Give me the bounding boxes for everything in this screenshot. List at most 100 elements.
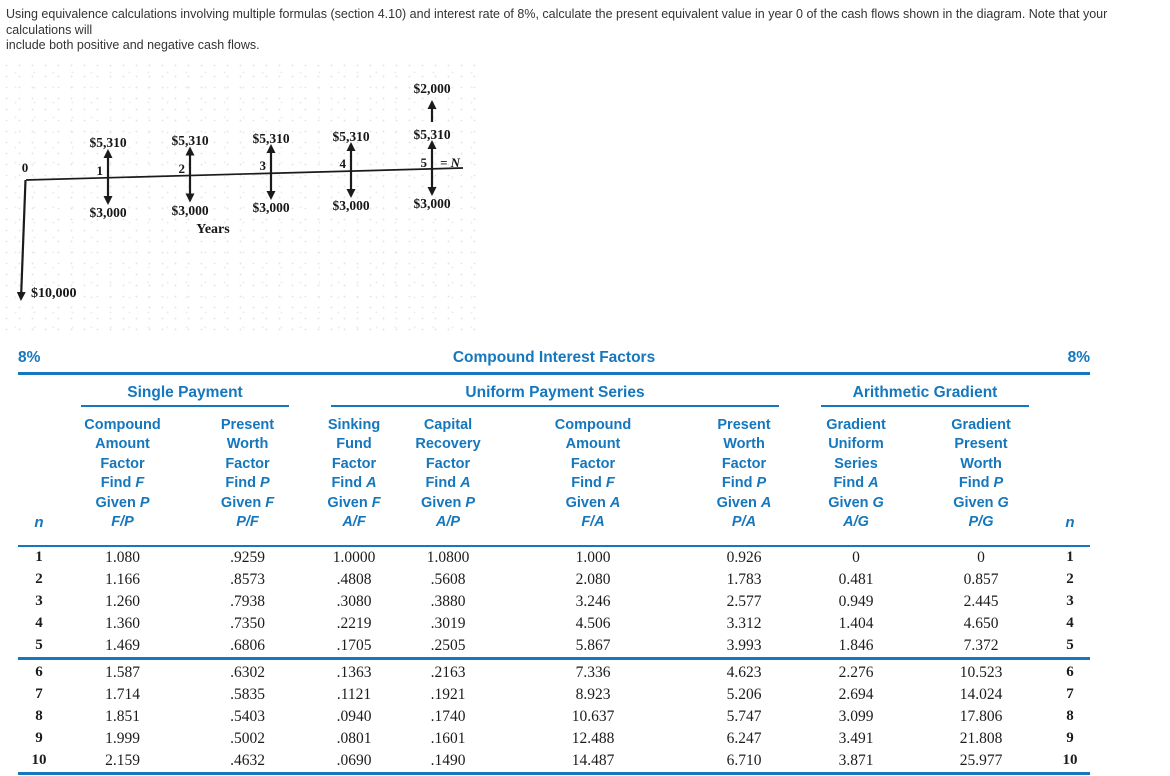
- column-ratio: A/F: [342, 514, 366, 530]
- factor-value: 1.080: [105, 548, 140, 566]
- factor-value: .3880: [430, 592, 466, 610]
- n-value: 6: [18, 656, 60, 684]
- factor-value: .2505: [430, 636, 466, 654]
- given-symbol: G: [997, 494, 1009, 511]
- column-title-line: Compound: [554, 416, 632, 433]
- factor-value: 10.637: [571, 707, 615, 725]
- find-symbol: P: [756, 475, 767, 491]
- scanned-paper-texture: [0, 59, 478, 332]
- factor-value: 25.977: [912, 749, 1050, 775]
- find-word: Find: [833, 475, 865, 491]
- column-title-line: Amount: [565, 436, 621, 452]
- find-symbol: F: [605, 475, 615, 491]
- factor-row: 4 1.360 .7350 .2219 .3019 4.506 3.312 1.404 4.65…: [18, 613, 1090, 635]
- find-symbol: F: [135, 475, 145, 491]
- factor-value: 3.099: [838, 707, 874, 725]
- year-label-3: 3: [260, 158, 267, 173]
- factor-value: 2.276: [800, 656, 912, 684]
- n-value: 8: [35, 708, 43, 724]
- table-title-cell: 8% Compound Interest Factors 8%: [18, 344, 1091, 375]
- factor-row: 9 1.999 .5002 .0801 .1601 12.488 6.247 3.491 21.…: [18, 728, 1090, 750]
- factor-value: .5002: [230, 729, 265, 747]
- column-find-line: Find F: [498, 474, 688, 494]
- problem-statement: Using equivalence calculations involving…: [0, 0, 1170, 54]
- column-find-line: Find P: [912, 474, 1050, 494]
- column-title-line: Gradient: [826, 416, 886, 433]
- column-find-line: Find A: [310, 474, 398, 494]
- group-label: Uniform Payment Series: [465, 383, 645, 401]
- factor-value: 1.0800: [426, 548, 470, 566]
- factor-value: 1.260: [105, 592, 140, 610]
- cash-flow-diagram-area: $2,000 $5,310 $5,310 $5,310 $5,310 $5,31…: [0, 54, 1170, 345]
- factor-row: 7 1.714 .5835 .1121 .1921 8.923 5.206 2.694 14.0…: [18, 684, 1090, 706]
- factor-value: .9259: [230, 548, 265, 566]
- given-word: Given: [828, 494, 869, 511]
- factor-value: 1.000: [575, 548, 611, 566]
- column-title-line: Factor: [331, 455, 377, 472]
- n-value: 3: [1066, 593, 1074, 609]
- column-find-line: Find A: [398, 474, 498, 494]
- factor-value: 5.747: [726, 707, 762, 725]
- column-header-ag: Gradient Uniform Series Find A Given G A/G: [800, 407, 912, 547]
- n-value: 7: [1066, 686, 1074, 702]
- factor-value: 3.246: [575, 592, 611, 610]
- factor-value: 1.360: [105, 614, 140, 632]
- receipt-label: $5,310: [171, 133, 208, 148]
- factor-value: 2.577: [726, 592, 762, 610]
- column-given-line: Given F: [310, 494, 398, 514]
- timeline: [25, 166, 464, 181]
- factor-value: 1.714: [105, 685, 140, 703]
- column-header-fa: Compound Amount Factor Find F Given A F/A: [498, 407, 688, 547]
- given-word: Given: [565, 494, 606, 511]
- given-word: Given: [953, 494, 994, 511]
- column-title-line: Worth: [960, 455, 1002, 472]
- year-label-5: 5: [421, 155, 428, 170]
- disbursement-label: $3,000: [89, 205, 126, 220]
- cash-flow-diagram: $2,000 $5,310 $5,310 $5,310 $5,310 $5,31…: [16, 81, 464, 301]
- factor-value: .5608: [430, 570, 466, 588]
- factor-row: 5 1.469 .6806 .1705 .2505 5.867 3.993 1.846 7.37…: [18, 635, 1090, 659]
- column-title-line: Sinking: [327, 416, 381, 433]
- n-equals-label: = N: [440, 155, 461, 170]
- column-header-pa: Present Worth Factor Find P Given A P/A: [688, 407, 800, 547]
- spacer-cell: [1050, 373, 1090, 408]
- column-ratio: P/G: [968, 514, 994, 530]
- n-value: 9: [35, 730, 43, 746]
- factor-value: 4.650: [963, 614, 999, 632]
- column-header-row: n Compound Amount Factor Find F Given P F/…: [18, 407, 1091, 547]
- find-word: Find: [571, 475, 602, 491]
- factor-value: .7938: [230, 592, 265, 610]
- factor-value: 7.372: [963, 636, 999, 654]
- years-axis-label: Years: [196, 222, 230, 237]
- factor-value: 3.871: [800, 749, 912, 775]
- find-symbol: A: [366, 475, 377, 491]
- column-title-line: Compound: [84, 416, 161, 433]
- find-symbol: P: [259, 475, 270, 491]
- factor-row: 8 1.851 .5403 .0940 .1740 10.637 5.747 3.099 17.…: [18, 706, 1090, 728]
- factor-value: 14.024: [959, 685, 1003, 703]
- year-label-4: 4: [340, 156, 347, 171]
- column-given-line: Given P: [60, 494, 185, 514]
- n-value: 4: [35, 615, 43, 631]
- factor-value: 17.806: [959, 707, 1003, 725]
- factor-value: 0: [852, 548, 860, 566]
- n-column-header-right: n: [1050, 407, 1091, 547]
- receipt-label: $5,310: [252, 131, 289, 146]
- n-value: 5: [35, 637, 43, 653]
- factor-value: 2.694: [838, 685, 874, 703]
- factor-row: 10 2.159.4632.0690.1490 14.487 6.710 3.871 25…: [18, 749, 1091, 775]
- given-word: Given: [95, 494, 136, 511]
- column-given-line: Given G: [800, 494, 912, 514]
- factor-value: 1.469: [105, 636, 140, 654]
- n-value: 1: [1066, 549, 1074, 565]
- column-title-line: Factor: [425, 455, 471, 472]
- year-label-2: 2: [179, 161, 186, 176]
- rate-left: 8%: [18, 348, 41, 366]
- compound-interest-factors-table: 8% Compound Interest Factors 8% Single P…: [18, 344, 1091, 775]
- column-title-line: Uniform: [828, 436, 884, 452]
- column-given-line: Given A: [688, 494, 800, 514]
- column-title-line: Factor: [100, 455, 145, 472]
- given-symbol: F: [371, 494, 381, 511]
- year-label-1: 1: [97, 163, 104, 178]
- table-title-row: 8% Compound Interest Factors 8%: [18, 344, 1091, 375]
